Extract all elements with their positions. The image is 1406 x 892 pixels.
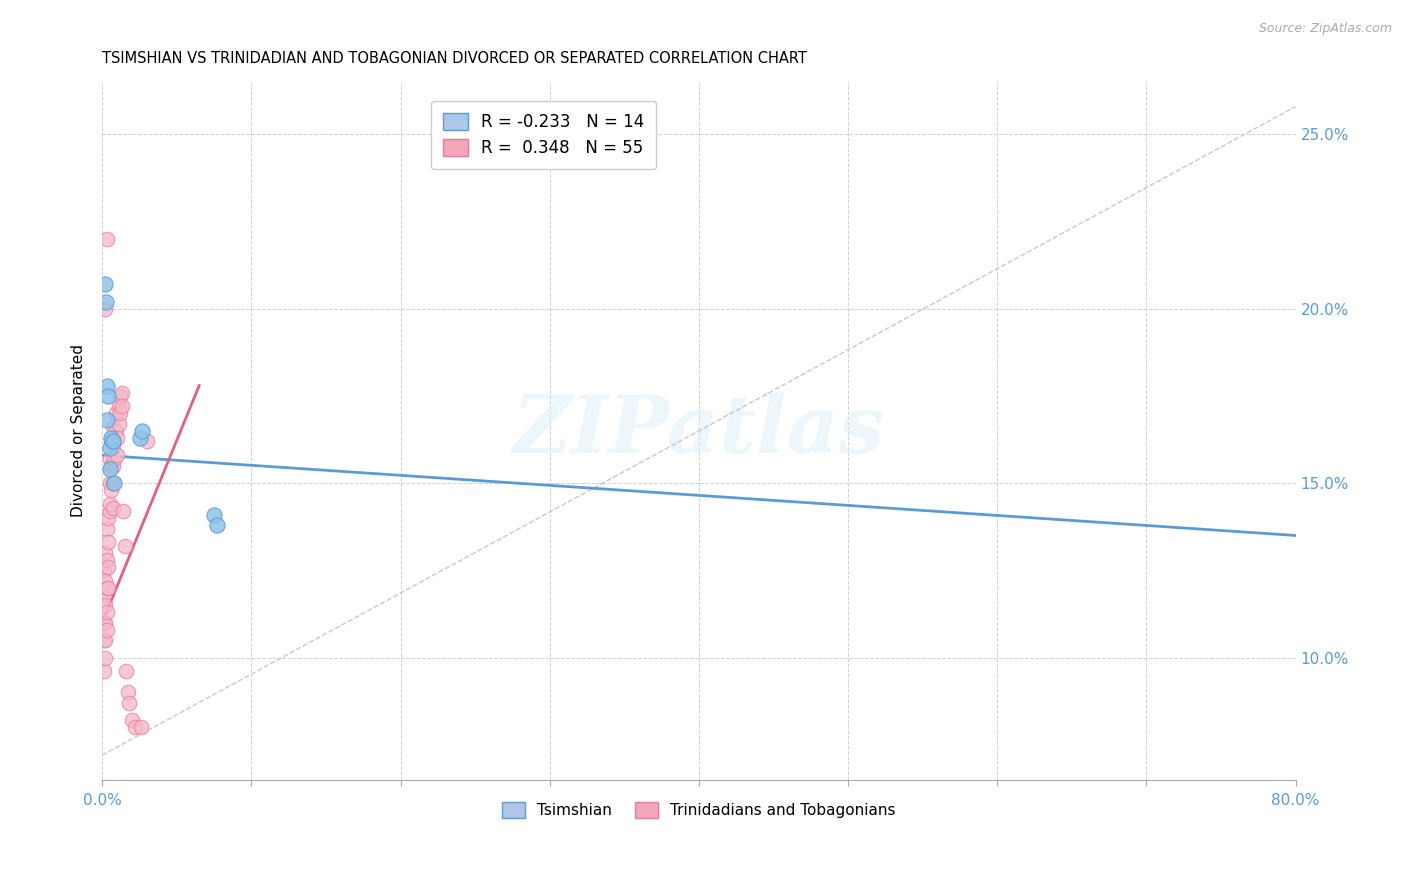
Point [96, 581, 118, 595]
Point [100, 434, 122, 449]
Point [105, 431, 128, 445]
Point [96, 605, 118, 619]
Point [101, 434, 124, 449]
Point [129, 720, 152, 734]
Point [100, 483, 122, 497]
Point [107, 400, 129, 414]
Point [97, 535, 120, 549]
Point [101, 442, 124, 456]
Point [96, 522, 118, 536]
Point [94, 599, 117, 613]
Point [101, 500, 124, 515]
Point [96, 378, 118, 392]
Point [100, 458, 122, 473]
Point [93, 665, 115, 679]
Point [98, 462, 121, 476]
Point [94, 294, 117, 309]
Point [93, 563, 115, 577]
Point [96, 623, 118, 637]
Legend: Tsimshian, Trinidadians and Tobagonians: Tsimshian, Trinidadians and Tobagonians [496, 796, 901, 824]
Point [118, 696, 141, 710]
Point [115, 665, 138, 679]
Point [128, 431, 150, 445]
Point [94, 633, 117, 648]
Point [96, 413, 118, 427]
Point [101, 420, 124, 434]
Point [97, 511, 120, 525]
Point [136, 434, 159, 449]
Point [101, 458, 124, 473]
Point [98, 476, 121, 491]
Point [121, 714, 143, 728]
Point [131, 424, 153, 438]
Point [98, 451, 121, 466]
Y-axis label: Divorced or Separated: Divorced or Separated [72, 344, 86, 517]
Point [108, 389, 131, 403]
Point [94, 615, 117, 630]
Point [98, 504, 121, 518]
Point [96, 553, 118, 567]
Point [202, 508, 225, 522]
Point [117, 685, 139, 699]
Text: TSIMSHIAN VS TRINIDADIAN AND TOBAGONIAN DIVORCED OR SEPARATED CORRELATION CHART: TSIMSHIAN VS TRINIDADIAN AND TOBAGONIAN … [103, 51, 807, 66]
Point [94, 574, 117, 588]
Point [96, 232, 118, 246]
Point [104, 406, 127, 420]
Text: ZIPatlas: ZIPatlas [513, 392, 884, 469]
Point [97, 389, 120, 403]
Point [103, 476, 125, 491]
Point [103, 434, 125, 449]
Point [93, 615, 115, 630]
Point [105, 448, 128, 462]
Point [108, 406, 131, 420]
Point [100, 431, 122, 445]
Point [98, 442, 121, 456]
Point [94, 301, 117, 316]
Point [107, 417, 129, 431]
Point [98, 497, 121, 511]
Point [110, 400, 132, 414]
Point [97, 581, 120, 595]
Point [205, 518, 228, 533]
Point [103, 451, 125, 466]
Point [112, 504, 135, 518]
Point [94, 650, 117, 665]
Point [114, 539, 136, 553]
Point [94, 546, 117, 560]
Point [93, 588, 115, 602]
Point [104, 424, 127, 438]
Point [94, 277, 117, 292]
Point [97, 560, 120, 574]
Point [124, 720, 146, 734]
Point [110, 385, 132, 400]
Point [101, 476, 124, 491]
Text: Source: ZipAtlas.com: Source: ZipAtlas.com [1258, 22, 1392, 36]
Point [93, 633, 115, 648]
